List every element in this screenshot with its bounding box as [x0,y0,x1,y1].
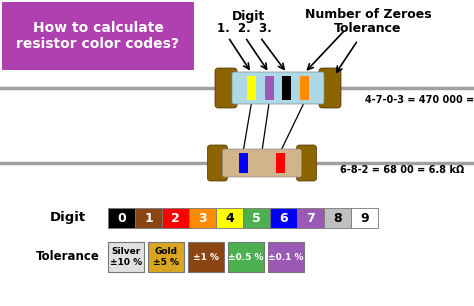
Text: ±1 %: ±1 % [193,252,219,262]
Bar [148,242,184,272]
Bar [351,208,378,228]
Bar [239,153,248,173]
Bar [283,76,292,100]
FancyBboxPatch shape [2,2,194,70]
Text: ±0.5 %: ±0.5 % [228,252,264,262]
Text: 4: 4 [225,211,234,225]
Text: 0: 0 [117,211,126,225]
FancyBboxPatch shape [232,72,324,104]
Text: 8: 8 [333,211,342,225]
Text: Gold
±5 %: Gold ±5 % [153,247,179,267]
Text: How to calculate
resistor color codes?: How to calculate resistor color codes? [17,21,180,51]
Bar [216,208,243,228]
Bar [270,208,297,228]
Bar [257,153,266,173]
Bar [297,208,324,228]
Text: 3: 3 [198,211,207,225]
Text: Tolerance: Tolerance [36,251,100,263]
Text: Digit: Digit [232,10,265,23]
Text: Number of Zeroes: Number of Zeroes [305,8,431,21]
Bar [108,242,144,272]
Bar [135,208,162,228]
Bar [324,208,351,228]
Bar [189,208,216,228]
Text: 5: 5 [252,211,261,225]
Bar [276,153,285,173]
Bar [162,208,189,228]
Text: 6-8-2 = 68 00 = 6.8 kΩ: 6-8-2 = 68 00 = 6.8 kΩ [340,165,464,175]
Text: 9: 9 [360,211,369,225]
Text: Tolerance: Tolerance [334,22,402,35]
Bar [108,208,135,228]
Bar [243,208,270,228]
FancyBboxPatch shape [319,68,341,108]
FancyBboxPatch shape [208,145,228,181]
Text: ±0.1 %: ±0.1 % [268,252,304,262]
Text: Digit: Digit [50,211,86,225]
FancyBboxPatch shape [297,145,317,181]
Text: 7: 7 [306,211,315,225]
Text: 1: 1 [144,211,153,225]
FancyBboxPatch shape [215,68,237,108]
Text: 4-7-0-3 = 470 000 = 470 kΩ: 4-7-0-3 = 470 000 = 470 kΩ [365,95,474,105]
Text: 1.  2.  3.: 1. 2. 3. [217,22,272,35]
Bar [268,242,304,272]
Bar [247,76,256,100]
Bar [228,242,264,272]
Text: 6: 6 [279,211,288,225]
Bar [264,76,273,100]
FancyBboxPatch shape [222,149,301,177]
Text: 2: 2 [171,211,180,225]
Bar [300,76,309,100]
Bar [188,242,224,272]
Text: Silver
±10 %: Silver ±10 % [110,247,142,267]
